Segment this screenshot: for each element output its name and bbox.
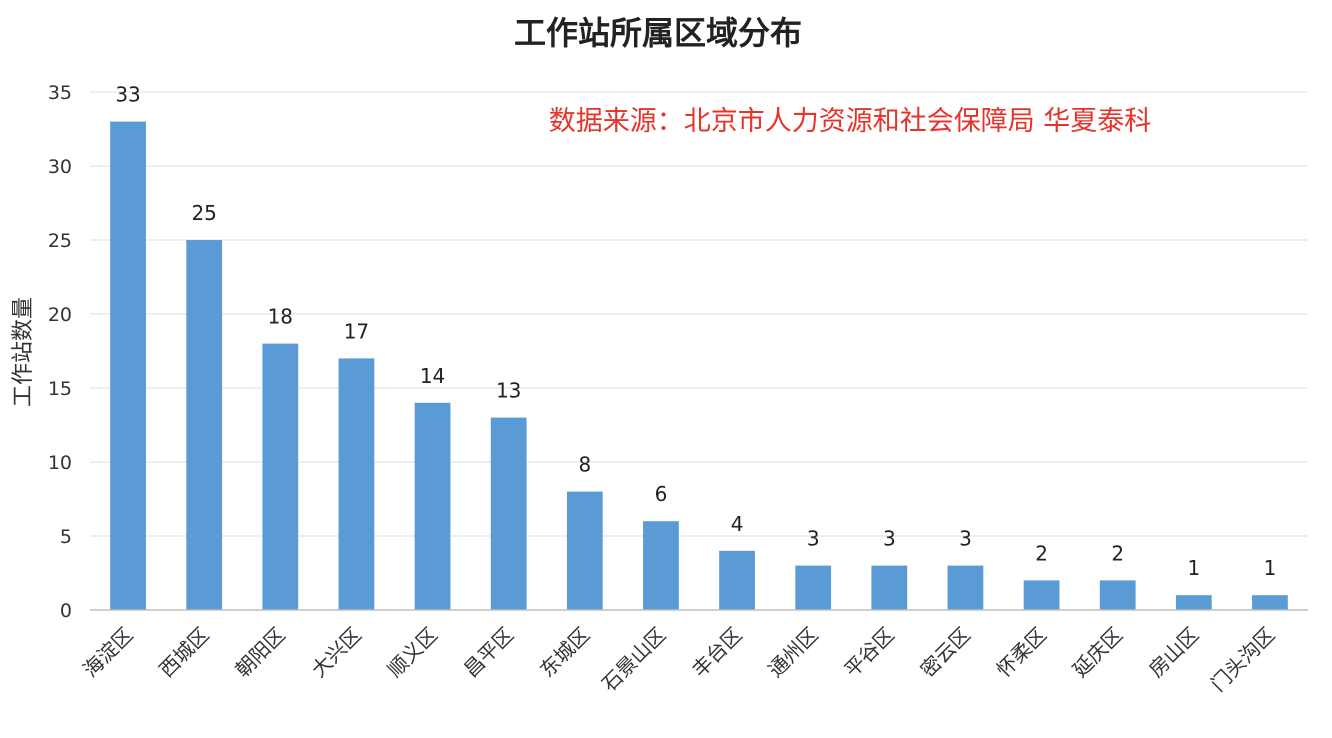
data-label: 25 [191,201,216,225]
data-label: 14 [420,364,445,388]
x-tick-label: 西城区 [154,623,213,682]
data-label: 3 [959,527,972,551]
y-tick-label: 30 [48,156,72,178]
bar [719,550,755,610]
data-label: 17 [344,319,369,343]
chart-title: 工作站所属区域分布 [514,14,802,52]
bar [871,565,908,610]
x-tick-label: 门头沟区 [1206,623,1280,697]
y-tick-label: 20 [48,304,72,326]
x-tick-label: 丰台区 [687,623,746,682]
data-label: 18 [268,305,293,329]
x-tick-label: 朝阳区 [230,623,289,682]
y-tick-label: 10 [48,452,72,474]
bar [795,565,832,610]
x-tick-label: 东城区 [535,623,594,682]
data-label: 4 [731,512,744,536]
y-axis-ticks: 0 5 10 15 20 25 30 35 [48,82,72,622]
data-label: 13 [496,379,521,403]
bar [414,402,451,610]
bar [490,417,527,610]
data-label: 33 [115,83,140,107]
data-label: 6 [655,482,668,506]
data-label: 3 [807,527,820,551]
y-tick-label: 0 [60,600,72,622]
y-tick-label: 5 [60,526,72,548]
bar [110,121,146,610]
bar [1175,595,1212,610]
data-label: 1 [1264,556,1277,580]
data-source-annotation: 数据来源：北京市人力资源和社会保障局 华夏泰科 [549,106,1152,137]
data-label: 8 [578,453,591,477]
bar [1023,580,1060,610]
y-tick-label: 25 [48,230,72,252]
x-tick-label: 昌平区 [459,623,518,682]
bar [643,521,679,610]
x-tick-label: 石景山区 [597,623,671,697]
x-tick-label: 平谷区 [839,623,898,682]
bar [566,491,603,610]
x-tick-label: 密云区 [916,623,975,682]
x-tick-label: 怀柔区 [992,623,1051,682]
bars [110,121,1288,610]
y-axis-label: 工作站数量 [11,297,36,407]
data-label: 2 [1111,541,1124,565]
x-tick-label: 房山区 [1144,623,1203,682]
x-tick-label: 通州区 [763,623,822,682]
data-label: 3 [883,527,896,551]
y-tick-label: 15 [48,378,72,400]
data-label: 1 [1187,556,1200,580]
x-tick-label: 大兴区 [307,623,366,682]
x-tick-label: 顺义区 [383,623,442,682]
bar [1099,580,1136,610]
bar [1252,595,1288,610]
bar [262,343,299,610]
x-axis-ticks: 海淀区 西城区 朝阳区 大兴区 顺义区 昌平区 东城区 石景山区 丰台区 通州区 平谷区 密云区 怀柔区… [78,623,1279,697]
y-tick-label: 35 [48,82,72,104]
bar [947,565,984,610]
bar [186,240,223,610]
x-tick-label: 海淀区 [78,623,137,682]
bar [338,358,375,610]
data-label: 2 [1035,541,1048,565]
x-tick-label: 延庆区 [1068,623,1127,682]
